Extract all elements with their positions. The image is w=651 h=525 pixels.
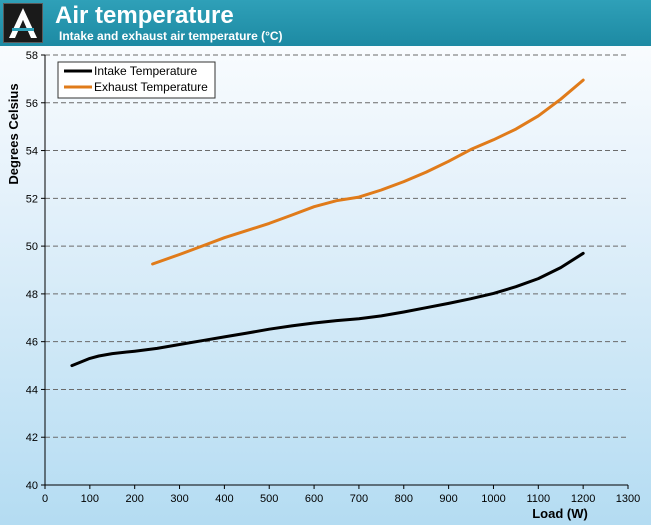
x-tick-label: 1200: [571, 493, 595, 505]
x-tick-label: 700: [350, 493, 368, 505]
x-tick-label: 0: [42, 493, 48, 505]
series-line-intake: [70, 251, 585, 368]
y-tick-label: 42: [26, 432, 38, 444]
page-title: Air temperature: [55, 2, 234, 29]
y-tick-label: 44: [26, 384, 38, 396]
x-tick-label: 600: [305, 493, 323, 505]
axes: [44, 55, 628, 486]
header-bar: Air temperature Intake and exhaust air t…: [0, 0, 651, 46]
x-tick-label: 1100: [526, 493, 550, 505]
series-line-exhaust: [151, 78, 585, 266]
legend-box: [57, 61, 216, 99]
x-tick-label: 500: [260, 493, 278, 505]
x-tick-label: 100: [81, 493, 99, 505]
x-tick-label: 800: [395, 493, 413, 505]
x-tick-labels: 0 100 200 300 400 500 600 700 800 900 1000 1100 1200…: [42, 485, 640, 505]
page-subtitle: Intake and exhaust air temperature (°C): [59, 29, 283, 43]
y-axis-title: Degrees Celsius: [6, 83, 21, 184]
x-tick-label: 1000: [481, 493, 505, 505]
legend: Intake Temperature Exhaust Temperature: [57, 61, 216, 99]
y-tick-label: 50: [26, 241, 38, 253]
y-tick-labels: 40 42 44 46 48 50 52 54 56 58: [26, 50, 45, 492]
y-tick-label: 48: [26, 289, 38, 301]
x-axis-title: Load (W): [532, 506, 588, 521]
grid-lines: [45, 54, 628, 438]
y-tick-label: 46: [26, 337, 38, 349]
site-logo-icon: [3, 3, 43, 43]
legend-entry: Exhaust Temperature: [94, 80, 208, 94]
x-tick-label: 300: [170, 493, 188, 505]
legend-entry: Intake Temperature: [94, 64, 197, 78]
x-tick-label: 400: [215, 493, 233, 505]
series-lines: [70, 78, 585, 368]
x-tick-label: 1300: [616, 493, 640, 505]
y-tick-label: 54: [26, 146, 38, 158]
y-tick-label: 56: [26, 98, 38, 110]
y-tick-label: 40: [26, 480, 38, 492]
y-tick-label: 52: [26, 193, 38, 205]
x-tick-label: 200: [126, 493, 144, 505]
y-tick-label: 58: [26, 50, 38, 62]
x-tick-label: 900: [439, 493, 457, 505]
